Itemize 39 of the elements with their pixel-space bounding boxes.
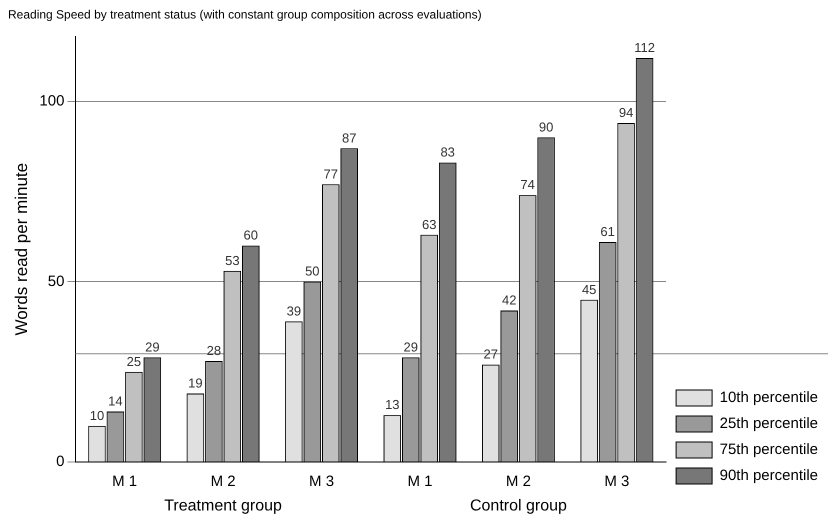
chart-title: Reading Speed by treatment status (with constant group composition across evaluations) <box>8 8 482 22</box>
legend-label: 90th percentile <box>720 467 818 484</box>
data-label: 61 <box>600 224 615 240</box>
data-label: 87 <box>342 130 356 146</box>
data-label: 94 <box>618 105 634 120</box>
x-tick-label: M 3 <box>604 473 630 490</box>
data-label: 50 <box>305 264 320 279</box>
legend-label: 10th percentile <box>720 389 818 406</box>
data-label: 39 <box>286 303 302 318</box>
data-label: 29 <box>404 339 418 354</box>
data-label: 77 <box>324 166 338 182</box>
data-label: 112 <box>634 40 655 56</box>
data-label: 29 <box>145 339 160 354</box>
x-tick-label: M 2 <box>506 473 531 490</box>
y-tick-label: 50 <box>48 272 64 290</box>
data-label: 13 <box>385 397 400 412</box>
x-tick-label: M 2 <box>210 473 236 490</box>
data-label: 53 <box>225 252 240 268</box>
data-label: 14 <box>108 394 123 409</box>
y-tick-label: 0 <box>56 453 64 470</box>
text: Control group <box>470 497 567 514</box>
data-label: 19 <box>188 376 203 391</box>
data-label: 74 <box>520 177 535 192</box>
data-label: 10 <box>90 408 104 424</box>
x-tick-label: M 1 <box>112 473 138 490</box>
data-label: 63 <box>422 216 436 232</box>
x-tick-label: M 3 <box>309 473 334 490</box>
x-tick-label: M 1 <box>407 473 432 490</box>
data-label: 42 <box>502 292 516 308</box>
legend-label: 25th percentile <box>720 415 818 432</box>
data-label: 45 <box>582 282 596 297</box>
y-axis-title: Words read per minute <box>12 162 31 336</box>
data-label: 90 <box>538 119 554 134</box>
data-label: 83 <box>440 144 455 160</box>
y-tick-label: 100 <box>39 92 64 110</box>
legend-label: 75th percentile <box>720 441 818 458</box>
data-label: 25 <box>126 354 142 369</box>
text: Treatment group <box>164 497 282 514</box>
data-label: 60 <box>244 228 258 243</box>
